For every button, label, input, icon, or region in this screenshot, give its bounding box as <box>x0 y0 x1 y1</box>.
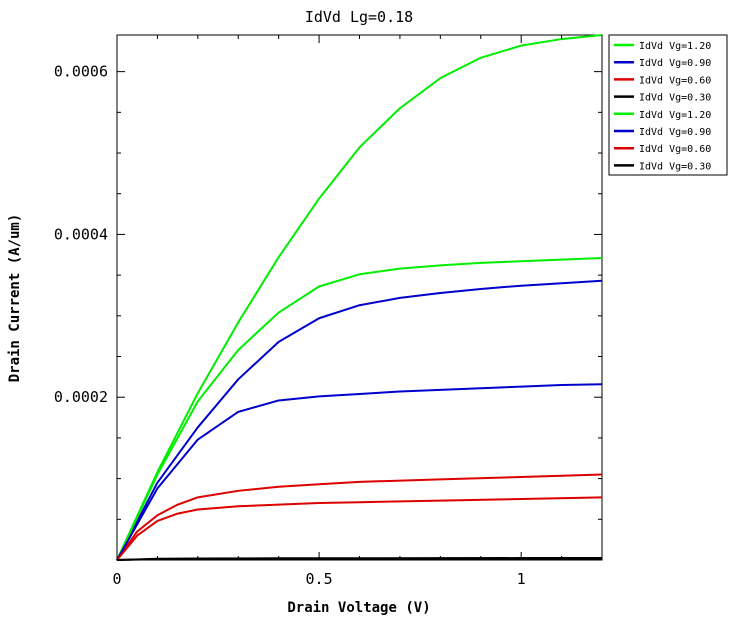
legend-label: IdVd Vg=0.60 <box>639 144 711 155</box>
legend-label: IdVd Vg=0.90 <box>639 58 711 69</box>
legend-label: IdVd Vg=0.60 <box>639 75 711 86</box>
x-axis-label: Drain Voltage (V) <box>287 600 430 616</box>
series-line-6 <box>116 383 603 561</box>
series-layer <box>116 34 603 561</box>
series-line-1 <box>116 34 603 561</box>
legend-label: IdVd Vg=1.20 <box>639 110 711 121</box>
legend-box <box>608 34 728 176</box>
tick-layer: 0 0.5 1 0.0002 0.0004 0.0006 <box>54 35 603 588</box>
legend-label: IdVd Vg=0.30 <box>639 93 711 104</box>
y-tick-label: 0.0002 <box>54 388 108 406</box>
y-tick-label: 0.0006 <box>54 63 108 81</box>
legend-label: IdVd Vg=1.20 <box>639 41 711 52</box>
series-line-5 <box>116 257 603 561</box>
series-line-7 <box>116 496 603 561</box>
series-line-3 <box>116 473 603 561</box>
y-tick-label: 0.0004 <box>54 225 108 243</box>
chart-title: IdVd Lg=0.18 <box>305 8 413 26</box>
legend: IdVd Vg=1.20 IdVd Vg=0.90 IdVd Vg=0.60 IdVd… <box>608 34 728 176</box>
legend-label: IdVd Vg=0.30 <box>639 161 711 172</box>
x-tick-label: 1 <box>517 570 526 588</box>
legend-label: IdVd Vg=0.90 <box>639 127 711 138</box>
x-tick-label: 0.5 <box>306 570 333 588</box>
y-axis-label: Drain Current (A/um) <box>7 214 23 383</box>
series-line-2 <box>116 279 603 561</box>
x-tick-label: 0 <box>112 570 121 588</box>
